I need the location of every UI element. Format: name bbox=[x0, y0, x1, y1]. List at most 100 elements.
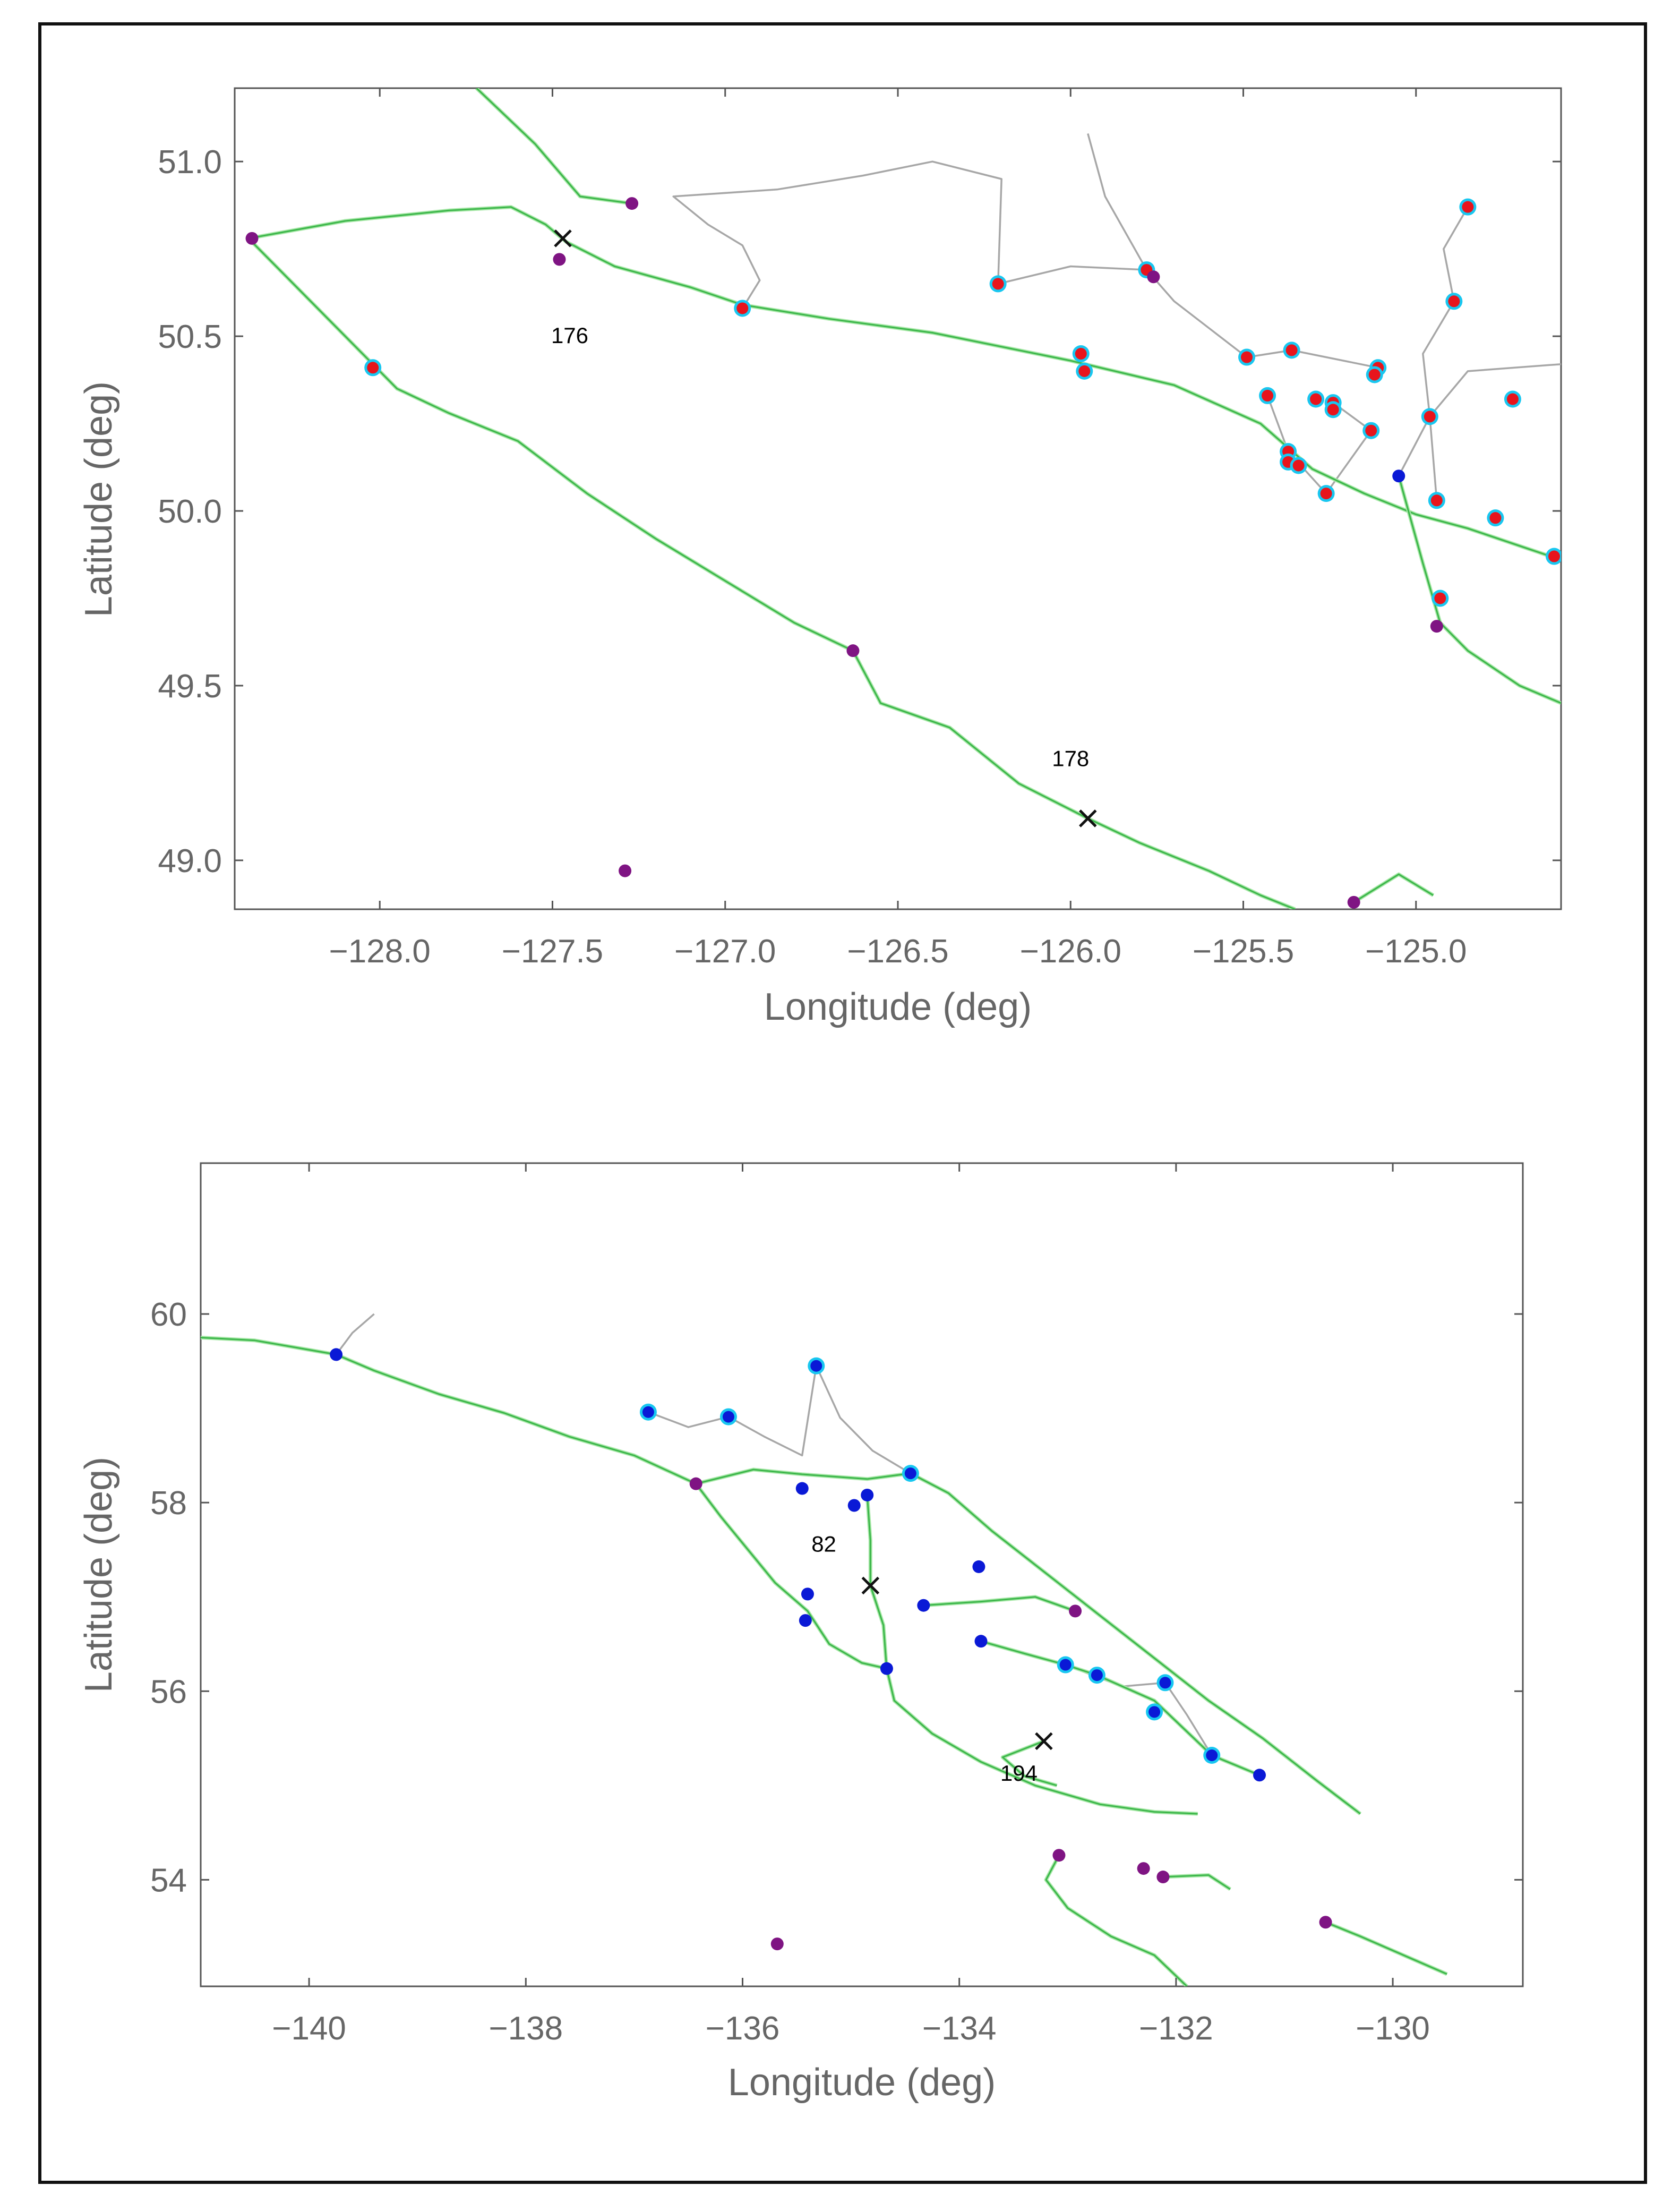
bottom-y-tick-label-2: 58 bbox=[150, 1485, 187, 1522]
bottom-plot-content: 82 194 bbox=[201, 1313, 1448, 1986]
top-route-line-4 bbox=[1398, 363, 1561, 477]
top-route-line-2 bbox=[1146, 269, 1378, 369]
bottom-x-axis-label: Longitude (deg) bbox=[728, 2061, 996, 2104]
top-red-point-22 bbox=[1462, 201, 1474, 213]
top-y-tick-label-4: 51.0 bbox=[158, 144, 222, 181]
top-coastline-2 bbox=[1398, 475, 1561, 704]
figure-frame bbox=[38, 22, 1647, 2184]
top-x-tick-label-1: −127.5 bbox=[502, 933, 603, 970]
bottom-coastline-3 bbox=[923, 1596, 1076, 1612]
top-red-point-26 bbox=[1434, 592, 1446, 604]
bottom-purple-point-4 bbox=[1156, 1871, 1170, 1884]
top-x-axis-label: Longitude (deg) bbox=[764, 986, 1032, 1028]
top-x-tick-label-5: −125.5 bbox=[1193, 933, 1294, 970]
top-annotation-0: 176 bbox=[551, 323, 588, 348]
top-coastline-halo-2 bbox=[1396, 475, 1561, 705]
bottom-blue-ringed-point-3 bbox=[904, 1467, 916, 1480]
bottom-x-tick-label-2: −136 bbox=[706, 2010, 780, 2047]
bottom-x-tick-label-4: −132 bbox=[1139, 2010, 1213, 2047]
bottom-blue-ringed-point-1 bbox=[722, 1411, 734, 1423]
top-red-point-6 bbox=[1241, 351, 1253, 363]
bottom-blue-ringed-point-6 bbox=[1159, 1677, 1171, 1689]
bottom-blue-point-0 bbox=[330, 1348, 343, 1361]
bottom-coastline-6 bbox=[1163, 1874, 1231, 1890]
top-purple-point-2 bbox=[625, 197, 639, 210]
bottom-purple-point-3 bbox=[1137, 1862, 1150, 1875]
bottom-purple-point-6 bbox=[770, 1937, 784, 1951]
top-y-tick-label-0: 49.0 bbox=[158, 843, 222, 880]
top-red-point-10 bbox=[1310, 393, 1322, 405]
bottom-route-line-1 bbox=[648, 1365, 818, 1457]
top-coastline-halo-0 bbox=[248, 205, 1561, 562]
top-red-point-4 bbox=[1075, 347, 1087, 360]
top-red-point-23 bbox=[1430, 494, 1443, 507]
bottom-purple-point-2 bbox=[1052, 1849, 1066, 1862]
top-purple-point-0 bbox=[245, 232, 259, 245]
bottom-blue-point-3 bbox=[847, 1499, 861, 1512]
bottom-purple-point-1 bbox=[1069, 1604, 1082, 1618]
top-plot-content: 176 178 bbox=[245, 88, 1561, 909]
top-coastline-halo-1 bbox=[247, 237, 1296, 909]
top-coastline-3 bbox=[476, 88, 632, 204]
top-coastline-1 bbox=[247, 237, 1296, 909]
top-route-line-0 bbox=[672, 160, 1002, 309]
bottom-y-tick-label-0: 54 bbox=[150, 1862, 187, 1899]
bottom-blue-point-10 bbox=[1253, 1769, 1266, 1782]
top-purple-point-6 bbox=[1430, 620, 1443, 633]
bottom-blue-ringed-point-5 bbox=[1091, 1669, 1103, 1681]
bottom-route-line-2 bbox=[815, 1365, 911, 1474]
top-y-axis-label: Latitude (deg) bbox=[78, 381, 120, 617]
top-red-point-17 bbox=[1292, 459, 1305, 472]
top-y-tick-label-1: 49.5 bbox=[158, 668, 222, 705]
top-red-point-5 bbox=[1078, 365, 1091, 377]
bottom-coastline-1 bbox=[696, 1469, 1361, 1815]
top-red-point-1 bbox=[736, 302, 749, 314]
bottom-annotation-0: 82 bbox=[811, 1532, 836, 1557]
top-y-tick-label-3: 50.5 bbox=[158, 319, 222, 355]
top-purple-point-5 bbox=[619, 864, 632, 877]
top-coastline-0 bbox=[248, 206, 1561, 561]
bottom-blue-point-8 bbox=[974, 1635, 988, 1648]
top-red-point-0 bbox=[367, 362, 379, 374]
bottom-x-tick-label-1: −138 bbox=[488, 2010, 563, 2047]
bottom-blue-ringed-point-7 bbox=[1148, 1706, 1161, 1718]
bottom-purple-point-5 bbox=[1319, 1916, 1332, 1929]
top-red-point-12 bbox=[1327, 404, 1339, 416]
top-purple-point-1 bbox=[553, 253, 566, 266]
bottom-x-tick-label-5: −130 bbox=[1356, 2010, 1430, 2047]
top-red-point-20 bbox=[1506, 393, 1519, 405]
top-red-point-13 bbox=[1262, 389, 1274, 402]
top-x-tick-label-3: −126.5 bbox=[847, 933, 948, 970]
top-annotation-1: 178 bbox=[1052, 746, 1089, 771]
top-purple-point-4 bbox=[846, 644, 860, 658]
bottom-blue-point-9 bbox=[880, 1662, 893, 1675]
bottom-map-panel: 82 194 Longitude (deg) Latitude (deg) −14… bbox=[78, 1162, 1524, 2104]
top-x-tick-label-6: −125.0 bbox=[1365, 933, 1467, 970]
bottom-x-tick-label-3: −134 bbox=[922, 2010, 997, 2047]
bottom-blue-ringed-point-2 bbox=[810, 1360, 822, 1372]
top-map-panel: 176 178 Longitude (deg) Latitude (deg) −1… bbox=[78, 87, 1562, 1028]
top-route-line-1 bbox=[998, 133, 1148, 285]
bottom-x-marker-0 bbox=[861, 1576, 880, 1595]
top-red-point-21 bbox=[1448, 295, 1460, 308]
top-blue-point-0 bbox=[1392, 469, 1405, 483]
bottom-annotation-1: 194 bbox=[1000, 1761, 1038, 1786]
bottom-blue-ringed-point-4 bbox=[1059, 1659, 1072, 1671]
bottom-coastline-8 bbox=[1001, 1740, 1057, 1787]
top-purple-point-7 bbox=[1347, 895, 1360, 909]
bottom-blue-point-1 bbox=[795, 1482, 809, 1495]
bottom-blue-point-6 bbox=[917, 1599, 930, 1612]
bottom-coastline-0 bbox=[201, 1337, 1198, 1815]
top-red-point-7 bbox=[1285, 344, 1298, 356]
top-route-line-3 bbox=[1422, 206, 1469, 501]
bottom-route-line-0 bbox=[335, 1313, 375, 1355]
top-coastline-halo-3 bbox=[475, 88, 632, 206]
bottom-blue-point-4 bbox=[972, 1560, 985, 1573]
bottom-blue-point-7 bbox=[799, 1614, 812, 1627]
bottom-blue-point-5 bbox=[801, 1587, 814, 1601]
bottom-y-axis-label: Latitude (deg) bbox=[78, 1457, 120, 1693]
bottom-x-tick-label-0: −140 bbox=[272, 2010, 346, 2047]
bottom-purple-point-0 bbox=[689, 1477, 702, 1490]
bottom-y-tick-label-1: 56 bbox=[150, 1674, 187, 1710]
